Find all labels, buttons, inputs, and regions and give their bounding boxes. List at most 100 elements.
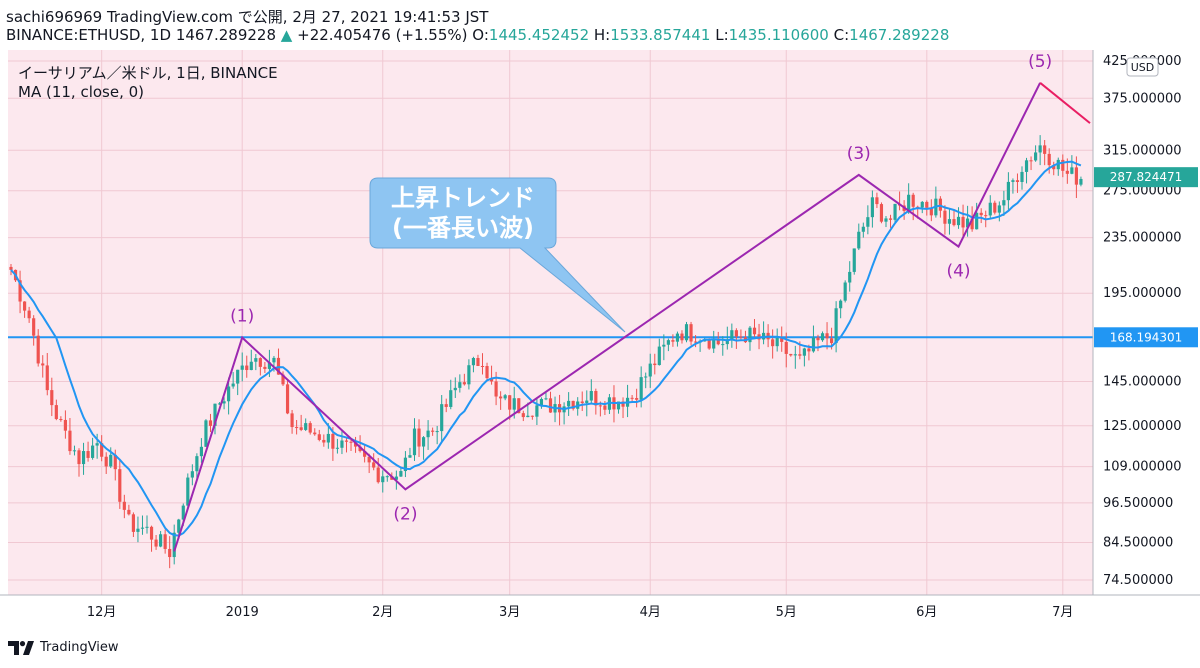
tradingview-brand[interactable]: TradingView: [40, 640, 119, 655]
candle-body: [870, 197, 874, 218]
candle-body: [884, 218, 888, 222]
candle-body: [63, 419, 67, 431]
candle-body: [807, 348, 811, 352]
candle-body: [825, 333, 829, 339]
candle-body: [589, 390, 593, 401]
candle-body: [816, 337, 820, 341]
callout-bubble[interactable]: [369, 177, 626, 333]
plot-area[interactable]: [8, 50, 1093, 595]
candle-body: [190, 471, 194, 478]
candle-body: [966, 218, 970, 228]
candle-body: [1006, 181, 1010, 201]
candle-body: [353, 442, 358, 447]
candle-body: [27, 310, 31, 319]
candle-body: [249, 361, 253, 371]
candle-body: [59, 419, 63, 421]
open-value: 1445.452452: [488, 26, 590, 44]
tradingview-logo-icon[interactable]: [8, 640, 34, 655]
candle-body: [304, 423, 308, 430]
candle-body: [630, 397, 634, 399]
candle-body: [970, 218, 974, 230]
elliott-wave-line[interactable]: [173, 82, 1041, 552]
up-arrow-icon: ▲: [280, 26, 293, 44]
candle-body: [689, 324, 693, 342]
current-price-tag: 287.824471: [1094, 167, 1198, 188]
candle-body: [127, 509, 131, 515]
candle-body: [140, 527, 145, 529]
candle-body: [594, 390, 598, 406]
candle-body: [145, 526, 149, 528]
candle-body: [848, 271, 852, 283]
wave-label: (5): [1028, 52, 1052, 72]
candle-body: [412, 428, 417, 456]
price-tick-label: 125.000000: [1103, 419, 1182, 434]
candle-body: [32, 318, 36, 336]
candle-body: [494, 381, 498, 397]
price-tick-label: 235.000000: [1103, 231, 1182, 246]
candle-body: [1052, 165, 1056, 170]
low-value: 1435.110600: [728, 26, 829, 44]
candle-body: [440, 404, 444, 432]
candle-body: [811, 337, 816, 352]
time-tick-label: 2月: [372, 605, 393, 620]
price-axis[interactable]: 425.000000375.000000315.000000275.000000…: [1092, 50, 1200, 595]
candle-body: [50, 390, 54, 406]
time-tick-labels: 12月 2019 2月 3月 4月 5月 6月 7月: [87, 605, 1074, 620]
candle-body: [136, 528, 140, 532]
line-price-tag-bg: [1094, 327, 1198, 348]
price-axis-bg: [1093, 50, 1200, 595]
time-axis[interactable]: 12月 2019 2月 3月 4月 5月 6月 7月: [0, 594, 1200, 630]
candle-body: [281, 374, 285, 385]
candle-body: [295, 427, 299, 429]
candle-body: [467, 365, 471, 385]
currency-badge[interactable]: [1126, 57, 1159, 77]
candle-body: [1015, 180, 1020, 183]
open-label: O:: [472, 26, 489, 44]
symbol-interval: BINANCE:ETHUSD, 1D: [6, 26, 172, 44]
candle-body: [449, 390, 453, 407]
candle-body: [780, 337, 784, 342]
chart-info-header: sachi696969 TradingView.com で公開, 2月 27, …: [6, 6, 488, 27]
publish-info: sachi696969 TradingView.com で公開, 2月 27, …: [6, 8, 489, 26]
candle-body: [177, 519, 181, 533]
candle-body: [367, 456, 371, 463]
candle-body: [829, 338, 834, 344]
candle-body: [267, 362, 272, 369]
callout-text-line2: (一番長い波): [392, 214, 534, 242]
candle-body: [394, 476, 398, 480]
candle-body: [163, 534, 167, 549]
annotation-callout[interactable]: 上昇トレンド (一番長い波): [369, 177, 626, 333]
candlestick-series: [9, 135, 1083, 569]
price-tick-label: 84.500000: [1103, 535, 1173, 550]
candle-body: [344, 440, 349, 442]
candle-body: [168, 548, 172, 558]
candle-body: [86, 451, 90, 458]
candle-body: [820, 333, 825, 341]
line-price-tag-label: 168.194301: [1110, 330, 1183, 344]
candle-body: [104, 456, 108, 467]
candle-body: [131, 514, 135, 532]
grid: [8, 50, 1093, 595]
wave-labels: (1) (2) (3) (4) (5): [230, 52, 1052, 524]
candle-body: [349, 441, 353, 443]
candle-body: [943, 210, 947, 224]
candle-body: [703, 340, 707, 342]
ma-legend: MA (11, close, 0): [18, 83, 144, 101]
price-tick-labels: 425.000000375.000000315.000000275.000000…: [1103, 54, 1182, 588]
candle-body: [245, 365, 249, 371]
candle-body: [961, 216, 965, 228]
candle-body: [866, 217, 870, 227]
price-tick-label: 145.000000: [1103, 375, 1182, 390]
candle-body: [1002, 200, 1006, 206]
candle-body: [485, 366, 489, 379]
candle-body: [254, 358, 258, 362]
candle-body: [784, 341, 788, 354]
candle-body: [480, 365, 485, 367]
candle-body: [1029, 160, 1033, 162]
high-value: 1533.857441: [610, 26, 711, 44]
candle-body: [308, 423, 312, 433]
elliott-wave-last-segment[interactable]: [1039, 82, 1091, 124]
candle-body: [947, 219, 952, 224]
candle-body: [109, 454, 113, 467]
